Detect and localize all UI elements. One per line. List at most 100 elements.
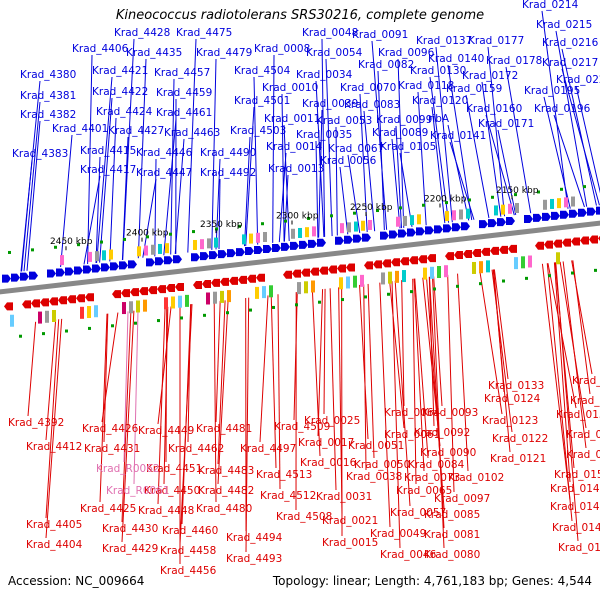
feature-block xyxy=(297,282,301,295)
forward-gene-arrow xyxy=(524,214,533,223)
feature-block xyxy=(227,290,231,303)
forward-gene-arrow xyxy=(335,236,344,245)
reverse-gene-arrow xyxy=(193,280,202,289)
reverse-leader-line xyxy=(45,319,60,519)
forward-gene-arrow xyxy=(83,265,92,274)
feature-block xyxy=(178,295,182,308)
forward-gene-label: Krad_0140 xyxy=(428,53,484,65)
forward-leader-line xyxy=(447,124,470,221)
forward-gene-arrow xyxy=(434,225,443,234)
reverse-gene-arrow xyxy=(409,256,418,265)
reverse-gene-arrow xyxy=(301,268,310,277)
reverse-gene-arrow xyxy=(283,270,292,279)
feature-block xyxy=(564,197,568,208)
forward-gene-arrow xyxy=(452,223,461,232)
forward-leader-line xyxy=(315,80,325,238)
forward-gene-label: Krad_4479 xyxy=(196,47,252,59)
reverse-gene-arrow xyxy=(373,260,382,269)
reverse-gene-label: Krad_4456 xyxy=(160,565,217,577)
reverse-gene-label: Krad_4483 xyxy=(198,465,254,477)
pseudo-gene-labels: Krad_R0062 Krad_R0061 xyxy=(96,463,170,497)
reverse-gene-label: Krad_4458 xyxy=(160,545,216,557)
forward-gene-label: Krad_4504 xyxy=(234,65,291,77)
marker-dot xyxy=(180,316,183,320)
forward-gene-arrow xyxy=(29,271,38,280)
reverse-gene-label: Krad_0123 xyxy=(482,415,538,427)
marker-dot xyxy=(399,206,402,210)
feature-block xyxy=(144,245,148,256)
reverse-leader-line xyxy=(157,307,166,505)
reverse-leader-line xyxy=(493,269,509,380)
genome-backbone-arc xyxy=(0,220,600,295)
forward-gene-arrow xyxy=(587,207,596,216)
reverse-gene-label: Krad_0073 xyxy=(404,472,460,484)
forward-leader-line xyxy=(431,106,446,224)
reverse-leader-line xyxy=(433,276,443,407)
forward-gene-arrow xyxy=(110,262,119,271)
forward-leader-line xyxy=(321,38,326,237)
marker-dot xyxy=(249,308,252,312)
feature-block xyxy=(444,265,448,278)
forward-gene-arrow xyxy=(218,250,227,259)
forward-leader-line xyxy=(23,101,41,272)
reverse-gene-label: Krad_0057 xyxy=(390,507,446,519)
feature-block xyxy=(256,232,260,243)
forward-leader-line xyxy=(335,126,338,236)
reverse-gene-arrow xyxy=(337,264,346,273)
reverse-leader-line xyxy=(270,295,277,469)
forward-leader-line xyxy=(465,94,490,219)
reverse-gene-arrow xyxy=(157,285,166,294)
forward-gene-label: Krad_0118 xyxy=(398,80,454,92)
reverse-gene-arrow xyxy=(256,273,265,282)
marker-dot xyxy=(203,313,206,317)
forward-gene-arrow xyxy=(20,272,29,281)
marker-dot xyxy=(123,237,126,241)
marker-dot xyxy=(479,282,482,286)
forward-gene-label: Krad_0070 xyxy=(340,82,396,94)
marker-dot xyxy=(445,201,448,205)
reverse-leader-line xyxy=(245,297,250,553)
reverse-gene-arrow xyxy=(400,257,409,266)
forward-gene-label: Krad_0222 xyxy=(556,74,600,86)
reverse-gene-arrow xyxy=(445,252,454,261)
feature-block xyxy=(381,272,385,285)
reverse-gene-arrow xyxy=(85,293,94,302)
forward-gene-label: Krad_4447 xyxy=(136,167,192,179)
feature-block xyxy=(340,223,344,234)
forward-leader-line xyxy=(541,10,569,209)
forward-gene-arrow xyxy=(11,273,20,282)
forward-gene-arrow xyxy=(407,228,416,237)
forward-gene-label: Krad_0172 xyxy=(462,70,518,82)
reverse-gene-label: Krad_0081 xyxy=(424,529,480,541)
forward-gene-label: Krad_0010 xyxy=(262,82,318,94)
reverse-gene-label: Krad_4431 xyxy=(84,443,140,455)
forward-gene-label: Krad_0214 xyxy=(522,0,579,11)
reverse-gene-arrow xyxy=(427,254,436,263)
forward-leader-line xyxy=(253,76,259,245)
reverse-gene-label: Krad_0156 xyxy=(566,429,600,441)
feature-block xyxy=(291,228,295,239)
reverse-leader-line xyxy=(553,262,571,483)
forward-gene-label: Krad_0159 xyxy=(446,83,502,95)
marker-dot xyxy=(422,203,425,207)
reverse-gene-label: Krad_0121 xyxy=(490,453,546,465)
feature-block xyxy=(550,198,554,209)
forward-leader-line xyxy=(481,81,502,217)
feature-block xyxy=(109,249,113,260)
reverse-gene-label: Krad_0065 xyxy=(396,485,452,497)
marker-dot xyxy=(594,268,597,272)
forward-gene-arrow xyxy=(506,217,515,226)
reverse-gene-label: Krad_4412 xyxy=(26,441,82,453)
reverse-gene-arrow xyxy=(472,248,481,257)
feature-block xyxy=(466,208,470,219)
forward-gene-arrow xyxy=(254,246,263,255)
reverse-leader-line xyxy=(121,311,132,523)
marker-dot xyxy=(65,329,68,333)
forward-leader-line xyxy=(371,40,388,230)
forward-gene-arrow xyxy=(74,266,83,275)
reverse-leader-line xyxy=(157,306,172,425)
reverse-gene-arrows xyxy=(4,235,600,311)
forward-gene-label: Krad_4446 xyxy=(136,147,193,159)
forward-gene-arrow xyxy=(362,233,371,242)
feature-block xyxy=(339,277,343,290)
